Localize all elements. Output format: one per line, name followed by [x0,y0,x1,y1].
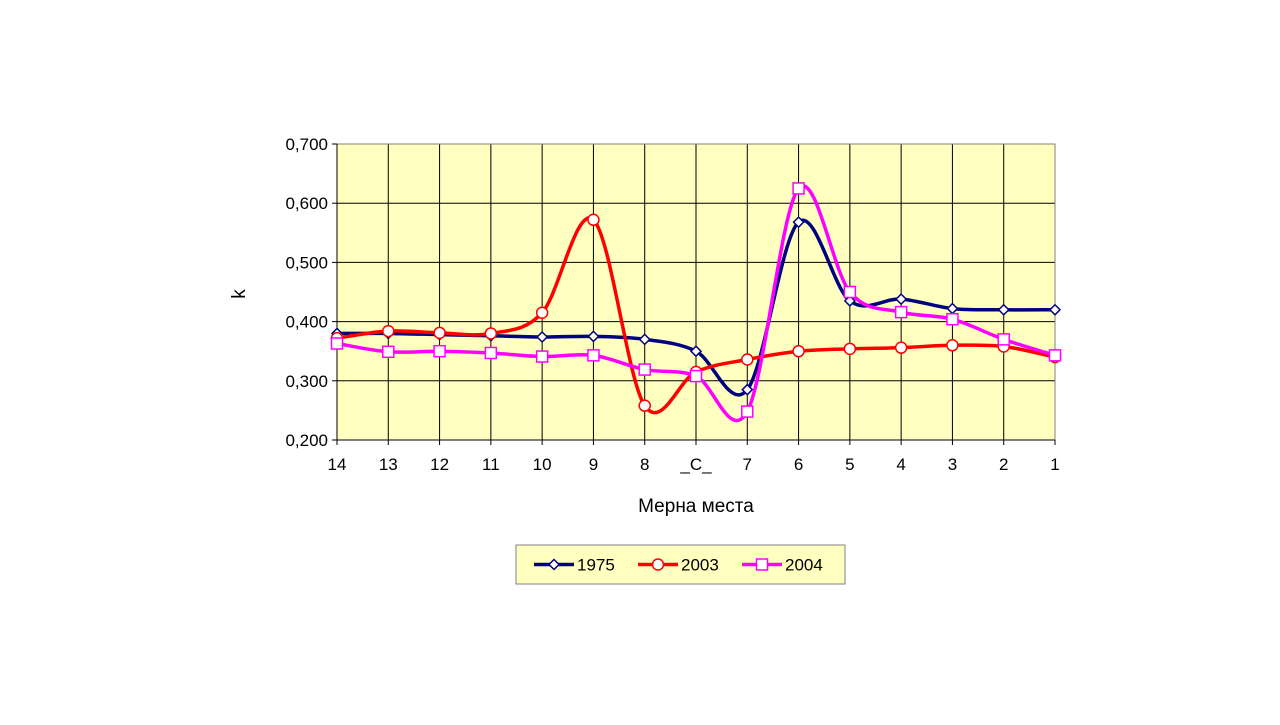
x-tick-label: 7 [743,455,752,474]
legend-box [515,544,846,585]
data-point-1975 [638,333,651,346]
data-point-1975 [1048,303,1062,316]
x-tick-label: 3 [948,455,957,474]
legend-marker-2004 [755,558,769,571]
data-point-2004 [997,333,1010,346]
data-point-2003 [946,339,959,352]
data-point-2004 [946,312,959,326]
series-2004 [330,182,1062,423]
data-point-2003 [535,306,549,319]
data-point-2004 [741,405,754,418]
x-tick-label: 2 [999,455,1008,474]
data-point-2004 [382,345,395,359]
data-point-2003 [484,327,498,340]
data-point-2003 [587,213,600,227]
legend-item-2004: 2004 [742,556,823,575]
series-line-2003 [336,216,1056,415]
data-point-2003 [638,399,651,412]
x-tick-label: 1 [1050,455,1059,474]
data-point-2004 [638,363,651,376]
data-point-2004 [1048,349,1062,362]
x-tick-label: 5 [845,455,854,474]
data-point-2003 [433,326,446,340]
legend-marker-2003 [651,558,665,571]
x-tick-label: 10 [533,455,552,474]
data-point-2004 [792,182,805,195]
data-point-1975 [689,345,703,358]
data-point-1975 [587,330,600,343]
data-point-1975 [536,330,549,344]
legend-item-2003: 2003 [638,556,719,575]
data-point-1975 [895,293,908,306]
x-tick-label: _C_ [679,455,712,474]
x-tick-label: 14 [328,455,347,474]
x-tick-label: 9 [589,455,598,474]
series-line-2004 [336,184,1056,423]
x-tick-label: 4 [896,455,905,474]
legend-item-1975: 1975 [534,556,615,575]
data-point-2004 [484,346,498,360]
y-tick-label: 0,300 [285,372,328,391]
y-tick-label: 0,500 [285,253,328,272]
y-tick-label: 0,600 [285,194,328,213]
y-axis-title: k [229,289,250,299]
grid-lines [337,143,1055,441]
x-axis-title: Мерна места [638,496,754,517]
data-point-1975 [843,294,856,307]
series-group [330,182,1062,423]
data-point-2003 [792,344,805,358]
data-point-2003 [741,353,754,366]
data-point-2004 [330,337,344,350]
legend-marker-1975 [547,558,561,571]
y-tick-label: 0,700 [285,135,328,154]
legend-label-2003: 2003 [681,556,719,575]
data-point-2004 [843,285,857,299]
x-tick-label: 6 [794,455,803,474]
legend: 1975 2003 2004 [515,544,846,585]
x-tick-label: 13 [379,455,398,474]
data-point-1975 [997,303,1010,316]
data-point-1975 [741,383,754,396]
y-tick-label: 0,200 [285,431,328,450]
data-point-2003 [843,342,857,356]
x-tick-label: 12 [430,455,449,474]
x-tick-label: 11 [482,455,500,474]
data-point-2004 [894,305,908,319]
data-point-2003 [382,324,395,338]
y-tick-label: 0,400 [285,313,328,332]
data-point-2004 [433,344,446,358]
data-point-2004 [535,350,549,363]
x-tick-label: 8 [640,455,649,474]
data-point-1975 [792,216,805,229]
data-point-2004 [689,369,703,383]
legend-label-1975: 1975 [577,556,615,575]
data-point-2003 [894,341,908,354]
legend-label-2004: 2004 [785,556,823,575]
data-point-2004 [587,349,600,362]
